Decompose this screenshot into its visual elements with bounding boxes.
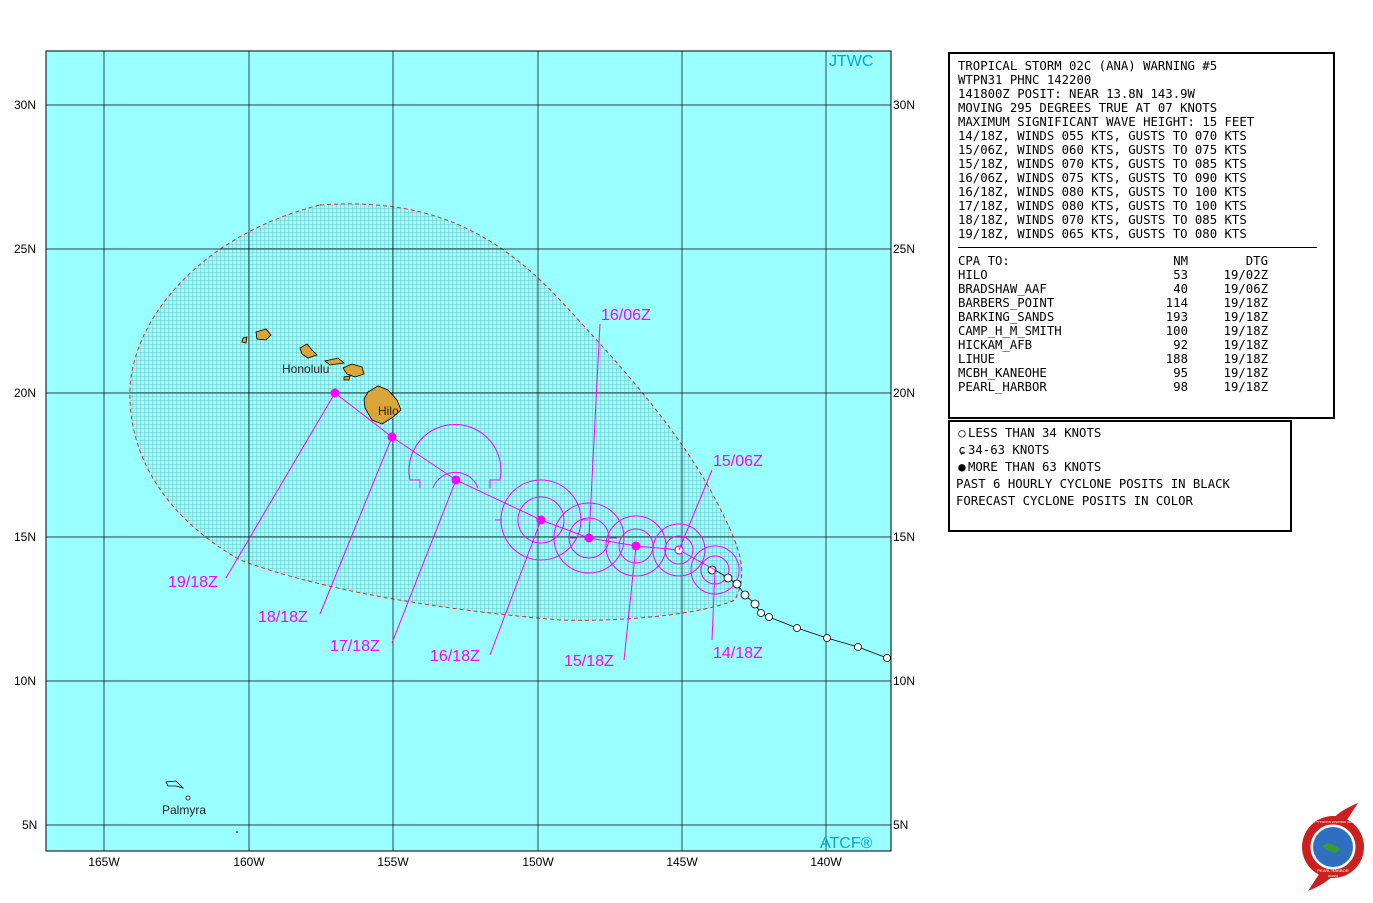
logo-hawaii: HAWAII <box>1328 874 1339 878</box>
jtwc-brand: JTWC <box>829 53 873 70</box>
cpa-row: HICKAM_AFB 92 19/18Z <box>958 338 1268 352</box>
lat-label: 5N <box>893 818 908 832</box>
logo-jtwc-text: JOINT TYPHOON WARNING CENTER <box>1307 820 1360 824</box>
lat-label: 30N <box>14 98 36 112</box>
open-circle-icon: ○ <box>958 425 966 440</box>
island-kahoolawe <box>343 375 351 381</box>
forecast-label-15-06z: 15/06Z <box>713 453 763 470</box>
forecast-label-17-18z: 17/18Z <box>330 638 380 655</box>
legend-panel: ○ LESS THAN 34 KNOTS ɕ 34-63 KNOTS ● MORE T… <box>948 420 1292 532</box>
warning-line: WTPN31 PHNC 142200 <box>958 73 1092 87</box>
warning-line: 16/06Z, WINDS 075 KTS, GUSTS TO 090 KTS <box>958 171 1247 185</box>
cpa-row: PEARL_HARBOR 98 19/18Z <box>958 380 1268 394</box>
legend-note: PAST 6 HOURLY CYCLONE POSITS IN BLACK <box>956 476 1230 491</box>
hawaiian-islands <box>165 328 402 789</box>
palmyra-dot <box>185 795 191 801</box>
place-label-honolulu: Honolulu <box>282 362 329 376</box>
warning-line: 19/18Z, WINDS 065 KTS, GUSTS TO 080 KTS <box>958 227 1247 241</box>
forecast-label-16-06z: 16/06Z <box>601 307 651 324</box>
warning-line: 15/18Z, WINDS 070 KTS, GUSTS TO 085 KTS <box>958 157 1247 171</box>
warning-line: 18/18Z, WINDS 070 KTS, GUSTS TO 085 KTS <box>958 213 1247 227</box>
lon-label: 145W <box>666 855 698 869</box>
legend-item-weak: ○ LESS THAN 34 KNOTS <box>956 424 1284 441</box>
wind-radii <box>408 424 740 595</box>
cpa-row: CAMP_H_M_SMITH 100 19/18Z <box>958 324 1268 338</box>
lat-label: 10N <box>14 674 36 688</box>
jtwc-logo: PEARL HARBOR HAWAII JOINT TYPHOON WARNIN… <box>1302 803 1364 891</box>
warning-line: 15/06Z, WINDS 060 KTS, GUSTS TO 075 KTS <box>958 143 1247 157</box>
forecast-label-19-18z: 19/18Z <box>168 574 218 591</box>
lon-label: 155W <box>377 855 409 869</box>
lat-label: 15N <box>893 530 915 544</box>
latitude-labels-left: 30N 25N 20N 15N 10N 5N <box>14 98 37 832</box>
past-track <box>707 565 891 662</box>
island-niihau <box>241 336 248 344</box>
lat-label: 20N <box>14 386 36 400</box>
legend-item-typhoon: ● MORE THAN 63 KNOTS <box>956 458 1284 475</box>
warning-text-panel: TROPICAL STORM 02C (ANA) WARNING #5 WTPN… <box>948 52 1335 419</box>
place-label-palmyra: Palmyra <box>162 803 206 817</box>
lat-label: 25N <box>14 242 36 256</box>
lat-label: 20N <box>893 386 915 400</box>
latitude-labels-right: 30N 25N 20N 15N 10N 5N <box>893 98 915 832</box>
cpa-row: BARBERS_POINT 114 19/18Z <box>958 296 1268 310</box>
lat-label: 10N <box>893 674 915 688</box>
forecast-leader-lines <box>225 323 716 661</box>
lat-label: 25N <box>893 242 915 256</box>
kingman-dot <box>236 831 238 833</box>
cpa-row: BRADSHAW_AAF 40 19/06Z <box>958 282 1268 296</box>
warning-line: 17/18Z, WINDS 080 KTS, GUSTS TO 100 KTS <box>958 199 1247 213</box>
cpa-row: HILO 53 19/02Z <box>958 268 1268 282</box>
place-label-hilo: Hilo <box>378 404 399 418</box>
lon-label: 140W <box>810 855 842 869</box>
lat-label: 30N <box>893 98 915 112</box>
graticule <box>46 51 891 851</box>
island-maui <box>342 363 365 378</box>
forecast-label-15-18z: 15/18Z <box>564 653 614 670</box>
island-oahu <box>299 343 318 359</box>
cpa-row: MCBH_KANEOHE 95 19/18Z <box>958 366 1268 380</box>
atcf-brand: ATCF® <box>820 835 873 852</box>
warning-line: 141800Z POSIT: NEAR 13.8N 143.9W <box>958 87 1195 101</box>
warning-line: 14/18Z, WINDS 055 KTS, GUSTS TO 070 KTS <box>958 129 1247 143</box>
filled-storm-icon: ● <box>958 459 966 474</box>
lon-label: 165W <box>88 855 120 869</box>
island-palmyra-reef <box>165 780 185 789</box>
forecast-label-16-18z: 16/18Z <box>430 648 480 665</box>
island-kauai <box>255 328 272 341</box>
island-hawaii <box>363 385 402 425</box>
danger-area-swath <box>129 203 743 621</box>
forecast-label-18-18z: 18/18Z <box>258 609 308 626</box>
lat-label: 5N <box>22 818 37 832</box>
legend-item-storm: ɕ 34-63 KNOTS <box>956 441 1284 458</box>
panel-divider <box>958 247 1317 248</box>
cpa-row: LIHUE 188 19/18Z <box>958 352 1268 366</box>
lon-label: 160W <box>233 855 265 869</box>
cpa-row: BARKING_SANDS 193 19/18Z <box>958 310 1268 324</box>
warning-line: MAXIMUM SIGNIFICANT WAVE HEIGHT: 15 FEET <box>958 115 1255 129</box>
forecast-label-14-18z: 14/18Z <box>713 645 763 662</box>
warning-line: MOVING 295 DEGREES TRUE AT 07 KNOTS <box>958 101 1218 115</box>
lon-label: 150W <box>522 855 554 869</box>
warning-line: TROPICAL STORM 02C (ANA) WARNING #5 <box>958 59 1218 73</box>
lat-label: 15N <box>14 530 36 544</box>
island-molokai <box>324 357 345 366</box>
legend-note: FORECAST CYCLONE POSITS IN COLOR <box>956 493 1193 508</box>
warning-line: 16/18Z, WINDS 080 KTS, GUSTS TO 100 KTS <box>958 185 1247 199</box>
cpa-header: CPA TO: NM DTG <box>958 254 1268 268</box>
logo-pearl-harbor: PEARL HARBOR <box>1317 868 1348 873</box>
storm-symbol-icon: ɕ <box>958 442 966 457</box>
longitude-labels: 165W 160W 155W 150W 145W 140W <box>88 855 842 869</box>
